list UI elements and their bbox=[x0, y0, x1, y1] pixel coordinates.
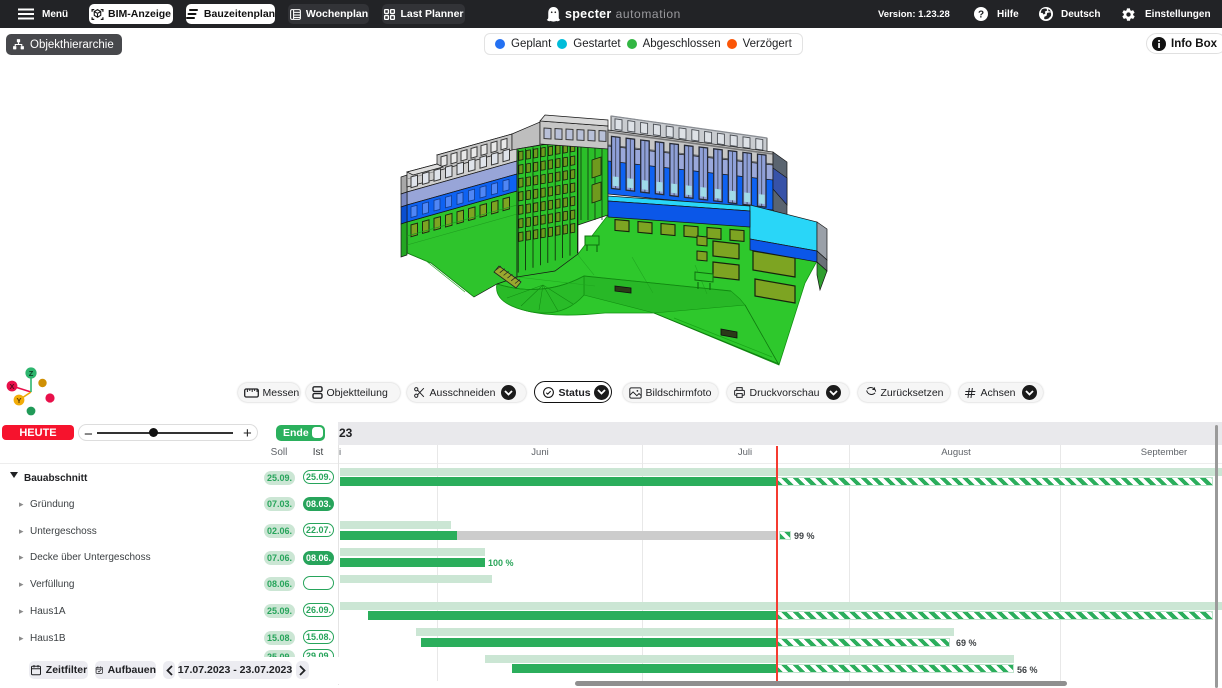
svg-text:Z: Z bbox=[29, 369, 34, 378]
svg-text:X: X bbox=[9, 382, 14, 391]
svg-text:Y: Y bbox=[16, 396, 21, 405]
svg-text:?: ? bbox=[978, 9, 984, 20]
